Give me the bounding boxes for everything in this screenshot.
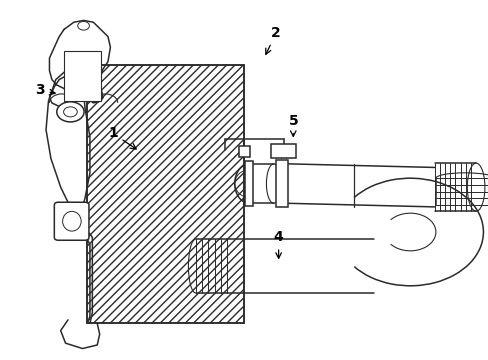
Circle shape xyxy=(63,107,77,117)
Text: 2: 2 xyxy=(265,26,281,54)
FancyBboxPatch shape xyxy=(54,202,89,240)
Bar xyxy=(245,161,253,206)
Bar xyxy=(87,65,244,323)
Ellipse shape xyxy=(62,211,81,231)
Bar xyxy=(64,51,101,101)
Text: 1: 1 xyxy=(108,126,136,149)
Bar xyxy=(276,160,288,207)
Text: 3: 3 xyxy=(35,84,55,97)
Bar xyxy=(238,146,250,157)
Circle shape xyxy=(78,22,89,30)
Circle shape xyxy=(57,102,84,122)
Bar xyxy=(271,144,295,158)
Text: 5: 5 xyxy=(288,114,298,136)
Text: 4: 4 xyxy=(273,230,283,258)
